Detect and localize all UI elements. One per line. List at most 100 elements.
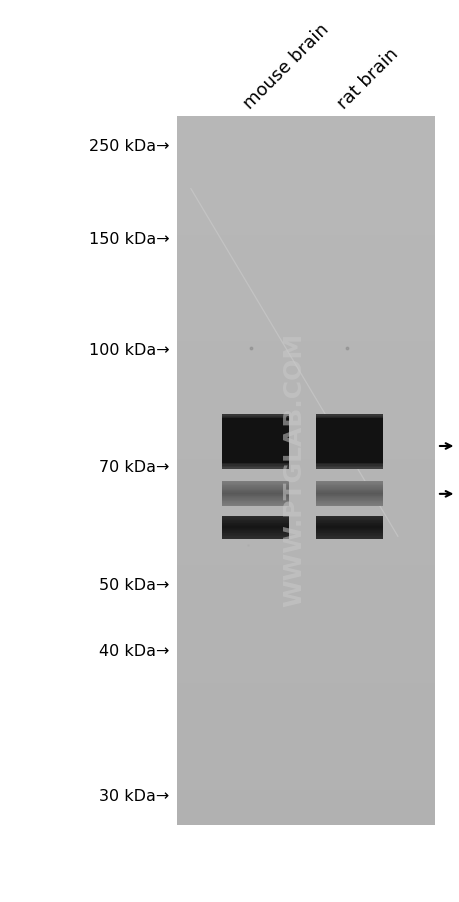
Bar: [177, 354, 434, 365]
Bar: [177, 589, 434, 601]
Bar: [177, 212, 434, 224]
Bar: [177, 707, 434, 719]
Bar: [222, 458, 288, 460]
Bar: [222, 426, 288, 428]
Bar: [316, 450, 382, 451]
Bar: [222, 464, 288, 465]
Bar: [316, 432, 382, 434]
Bar: [316, 428, 382, 430]
Bar: [316, 451, 382, 453]
Bar: [316, 423, 382, 425]
Bar: [316, 435, 382, 437]
Bar: [316, 439, 382, 441]
Bar: [316, 437, 382, 438]
Bar: [222, 432, 288, 434]
Bar: [177, 731, 434, 742]
Bar: [222, 420, 288, 422]
Bar: [316, 440, 382, 442]
Bar: [316, 453, 382, 455]
Bar: [177, 141, 434, 152]
Bar: [177, 814, 434, 825]
Bar: [316, 426, 382, 428]
Bar: [316, 422, 382, 423]
Bar: [316, 434, 382, 436]
Bar: [177, 554, 434, 566]
Bar: [177, 471, 434, 483]
Text: 70 kDa→: 70 kDa→: [99, 460, 169, 474]
Bar: [316, 437, 382, 439]
Bar: [222, 466, 288, 467]
Bar: [222, 448, 288, 450]
Bar: [222, 435, 288, 437]
Bar: [222, 425, 288, 426]
Bar: [177, 259, 434, 271]
Bar: [177, 247, 434, 259]
Bar: [316, 465, 382, 466]
Bar: [177, 625, 434, 637]
Bar: [177, 649, 434, 660]
Bar: [222, 445, 288, 446]
Bar: [316, 464, 382, 465]
Bar: [316, 466, 382, 467]
Bar: [177, 695, 434, 707]
Bar: [177, 767, 434, 778]
Bar: [177, 389, 434, 400]
Bar: [177, 365, 434, 377]
Bar: [177, 719, 434, 731]
Bar: [177, 117, 434, 129]
Bar: [177, 660, 434, 672]
Bar: [316, 427, 382, 428]
Bar: [177, 459, 434, 471]
Bar: [222, 428, 288, 430]
Text: 100 kDa→: 100 kDa→: [89, 343, 169, 357]
Bar: [222, 418, 288, 419]
Bar: [177, 318, 434, 330]
Bar: [177, 271, 434, 282]
Bar: [316, 425, 382, 426]
Bar: [222, 419, 288, 420]
Bar: [316, 456, 382, 458]
Bar: [316, 443, 382, 445]
Bar: [222, 462, 288, 464]
Bar: [222, 443, 288, 445]
Bar: [222, 434, 288, 436]
Text: mouse brain: mouse brain: [240, 21, 332, 113]
Text: rat brain: rat brain: [334, 45, 402, 113]
Bar: [222, 415, 288, 417]
Bar: [177, 637, 434, 649]
Bar: [177, 200, 434, 212]
Bar: [177, 235, 434, 247]
Bar: [316, 431, 382, 433]
Bar: [177, 412, 434, 424]
Bar: [177, 424, 434, 436]
Bar: [316, 447, 382, 449]
Bar: [222, 461, 288, 462]
Text: WWW.PTGLAB.COM: WWW.PTGLAB.COM: [282, 332, 306, 606]
Text: 30 kDa→: 30 kDa→: [99, 788, 169, 803]
Bar: [316, 429, 382, 431]
Bar: [222, 417, 288, 418]
Bar: [316, 417, 382, 418]
Bar: [316, 418, 382, 419]
Bar: [222, 429, 288, 431]
Bar: [316, 445, 382, 446]
Text: 150 kDa→: 150 kDa→: [89, 232, 169, 246]
Bar: [222, 467, 288, 469]
Bar: [177, 436, 434, 447]
Bar: [177, 790, 434, 802]
Bar: [316, 446, 382, 447]
Bar: [177, 282, 434, 294]
Bar: [222, 446, 288, 447]
Bar: [222, 450, 288, 451]
Bar: [177, 495, 434, 507]
Bar: [316, 461, 382, 462]
Bar: [177, 742, 434, 754]
Text: 40 kDa→: 40 kDa→: [99, 644, 169, 658]
Bar: [316, 415, 382, 417]
Bar: [316, 458, 382, 460]
Bar: [222, 447, 288, 449]
Bar: [316, 460, 382, 461]
Bar: [177, 224, 434, 235]
Bar: [177, 577, 434, 589]
Bar: [316, 442, 382, 444]
